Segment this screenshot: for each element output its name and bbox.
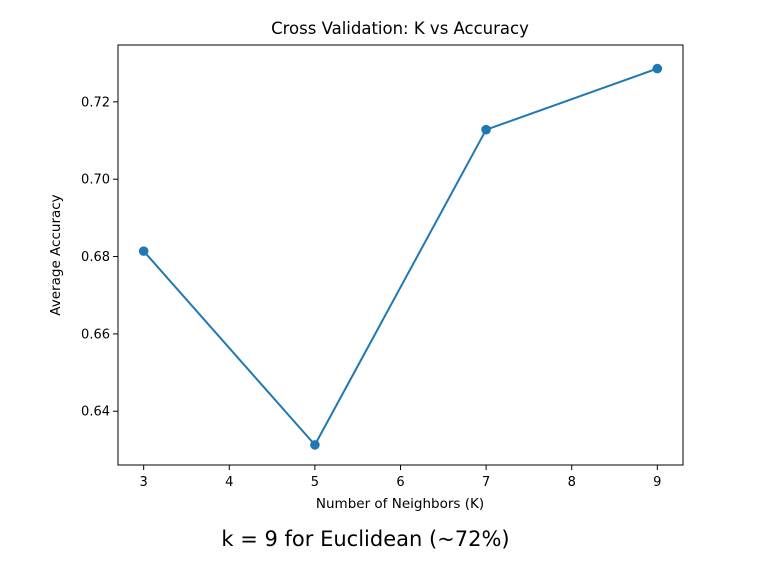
- x-tick-label: 7: [482, 475, 490, 490]
- y-tick-label: 0.72: [81, 95, 110, 110]
- chart-title: Cross Validation: K vs Accuracy: [271, 19, 529, 38]
- x-tick-label: 5: [311, 475, 319, 490]
- series-line: [142, 67, 658, 446]
- caption-text: k = 9 for Euclidean (~72%): [221, 527, 510, 551]
- data-point: [138, 246, 149, 256]
- plot-area: [117, 44, 684, 466]
- y-tick-label: 0.68: [81, 250, 110, 265]
- data-point: [310, 440, 320, 450]
- y-axis: 0.64 0.66 0.68 0.70 0.72: [81, 95, 118, 420]
- x-tick-label: 8: [568, 475, 576, 490]
- data-point: [481, 124, 491, 135]
- x-axis: 3 4 5 6 7 8 9: [140, 465, 661, 490]
- x-tick-label: 9: [653, 475, 661, 490]
- y-axis-label: Average Accuracy: [48, 194, 64, 315]
- x-tick-label: 4: [225, 475, 233, 490]
- series-layer: [138, 63, 663, 450]
- y-tick-label: 0.66: [81, 327, 110, 342]
- y-tick-label: 0.64: [81, 405, 110, 420]
- x-tick-label: 3: [140, 475, 148, 490]
- y-tick-label: 0.70: [81, 173, 110, 188]
- x-tick-label: 6: [396, 475, 404, 490]
- data-point: [652, 63, 663, 74]
- x-axis-label: Number of Neighbors (K): [316, 496, 484, 512]
